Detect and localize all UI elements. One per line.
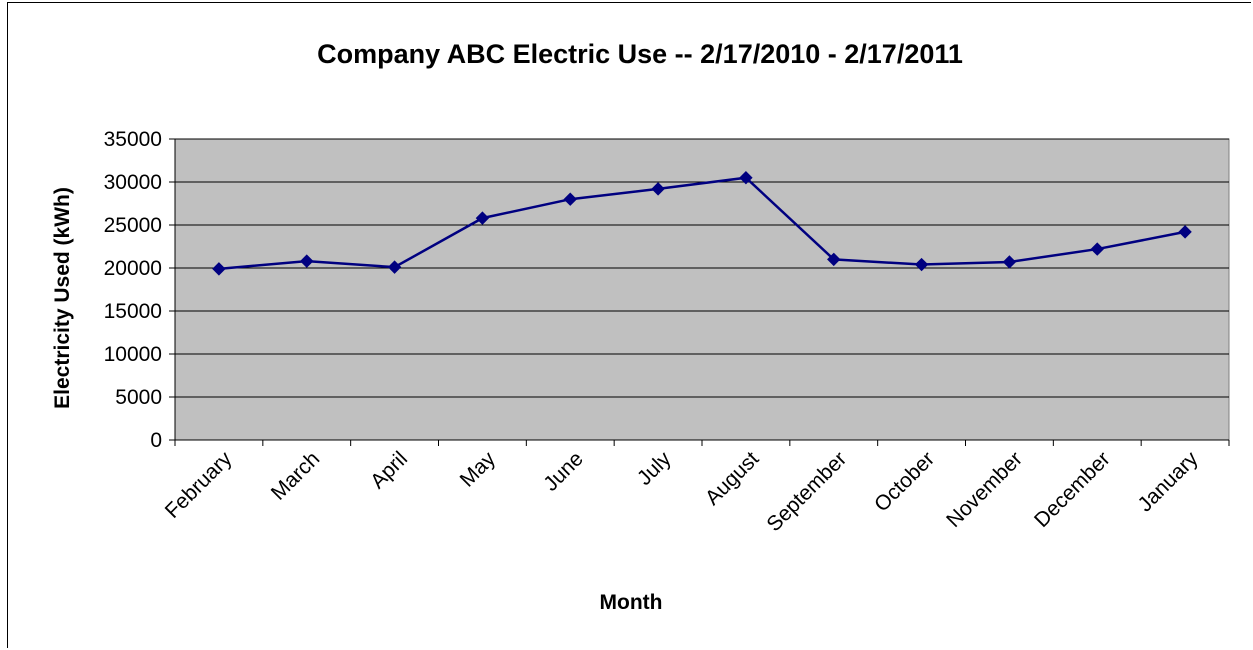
chart-title: Company ABC Electric Use -- 2/17/2010 - … — [317, 39, 963, 69]
data-point — [563, 192, 577, 206]
data-point — [1178, 225, 1192, 239]
data-point — [300, 254, 314, 268]
series-group — [212, 170, 1192, 276]
gridlines — [175, 138, 1229, 398]
y-tick-label: 5000 — [115, 386, 162, 409]
y-tick-label: 0 — [150, 429, 162, 452]
x-tick-label: November — [942, 447, 1027, 532]
x-tick-label: March — [267, 447, 325, 505]
chart-frame — [7, 2, 1251, 648]
data-point — [1090, 242, 1104, 256]
x-tick-label: February — [161, 447, 237, 523]
data-point — [827, 252, 841, 267]
y-axis-label: Electricity Used (kWh) — [51, 187, 74, 409]
data-point — [651, 182, 665, 196]
x-tick-label: September — [762, 447, 851, 536]
data-point — [739, 170, 753, 185]
series-line — [218, 176, 1186, 271]
data-point — [914, 257, 929, 272]
x-tick-label: April — [366, 447, 412, 493]
data-point — [1002, 255, 1017, 269]
x-axis: February March April May June July AugustSepte… — [161, 439, 1230, 536]
x-tick-label: June — [539, 447, 587, 495]
y-tick-label: 10000 — [104, 343, 162, 366]
y-axis: 0 5000 10000 15000 20000 25000 30000 35000 — [104, 128, 176, 452]
y-tick-label: 30000 — [104, 171, 162, 194]
x-axis-label: Month — [600, 591, 663, 614]
x-tick-label: October — [870, 447, 939, 516]
y-tick-label: 20000 — [104, 257, 162, 280]
x-tick-label: August — [701, 447, 764, 510]
x-tick-label: January — [1134, 447, 1203, 516]
data-point — [387, 260, 402, 274]
y-tick-label: 35000 — [104, 128, 162, 151]
y-tick-label: 15000 — [104, 300, 162, 323]
x-tick-label: July — [633, 447, 676, 490]
data-point — [212, 262, 226, 276]
plot-area — [174, 138, 1230, 441]
y-tick-label: 25000 — [104, 214, 162, 237]
x-tick-label: December — [1030, 447, 1115, 532]
x-tick-label: May — [456, 447, 501, 492]
data-point — [475, 211, 490, 225]
